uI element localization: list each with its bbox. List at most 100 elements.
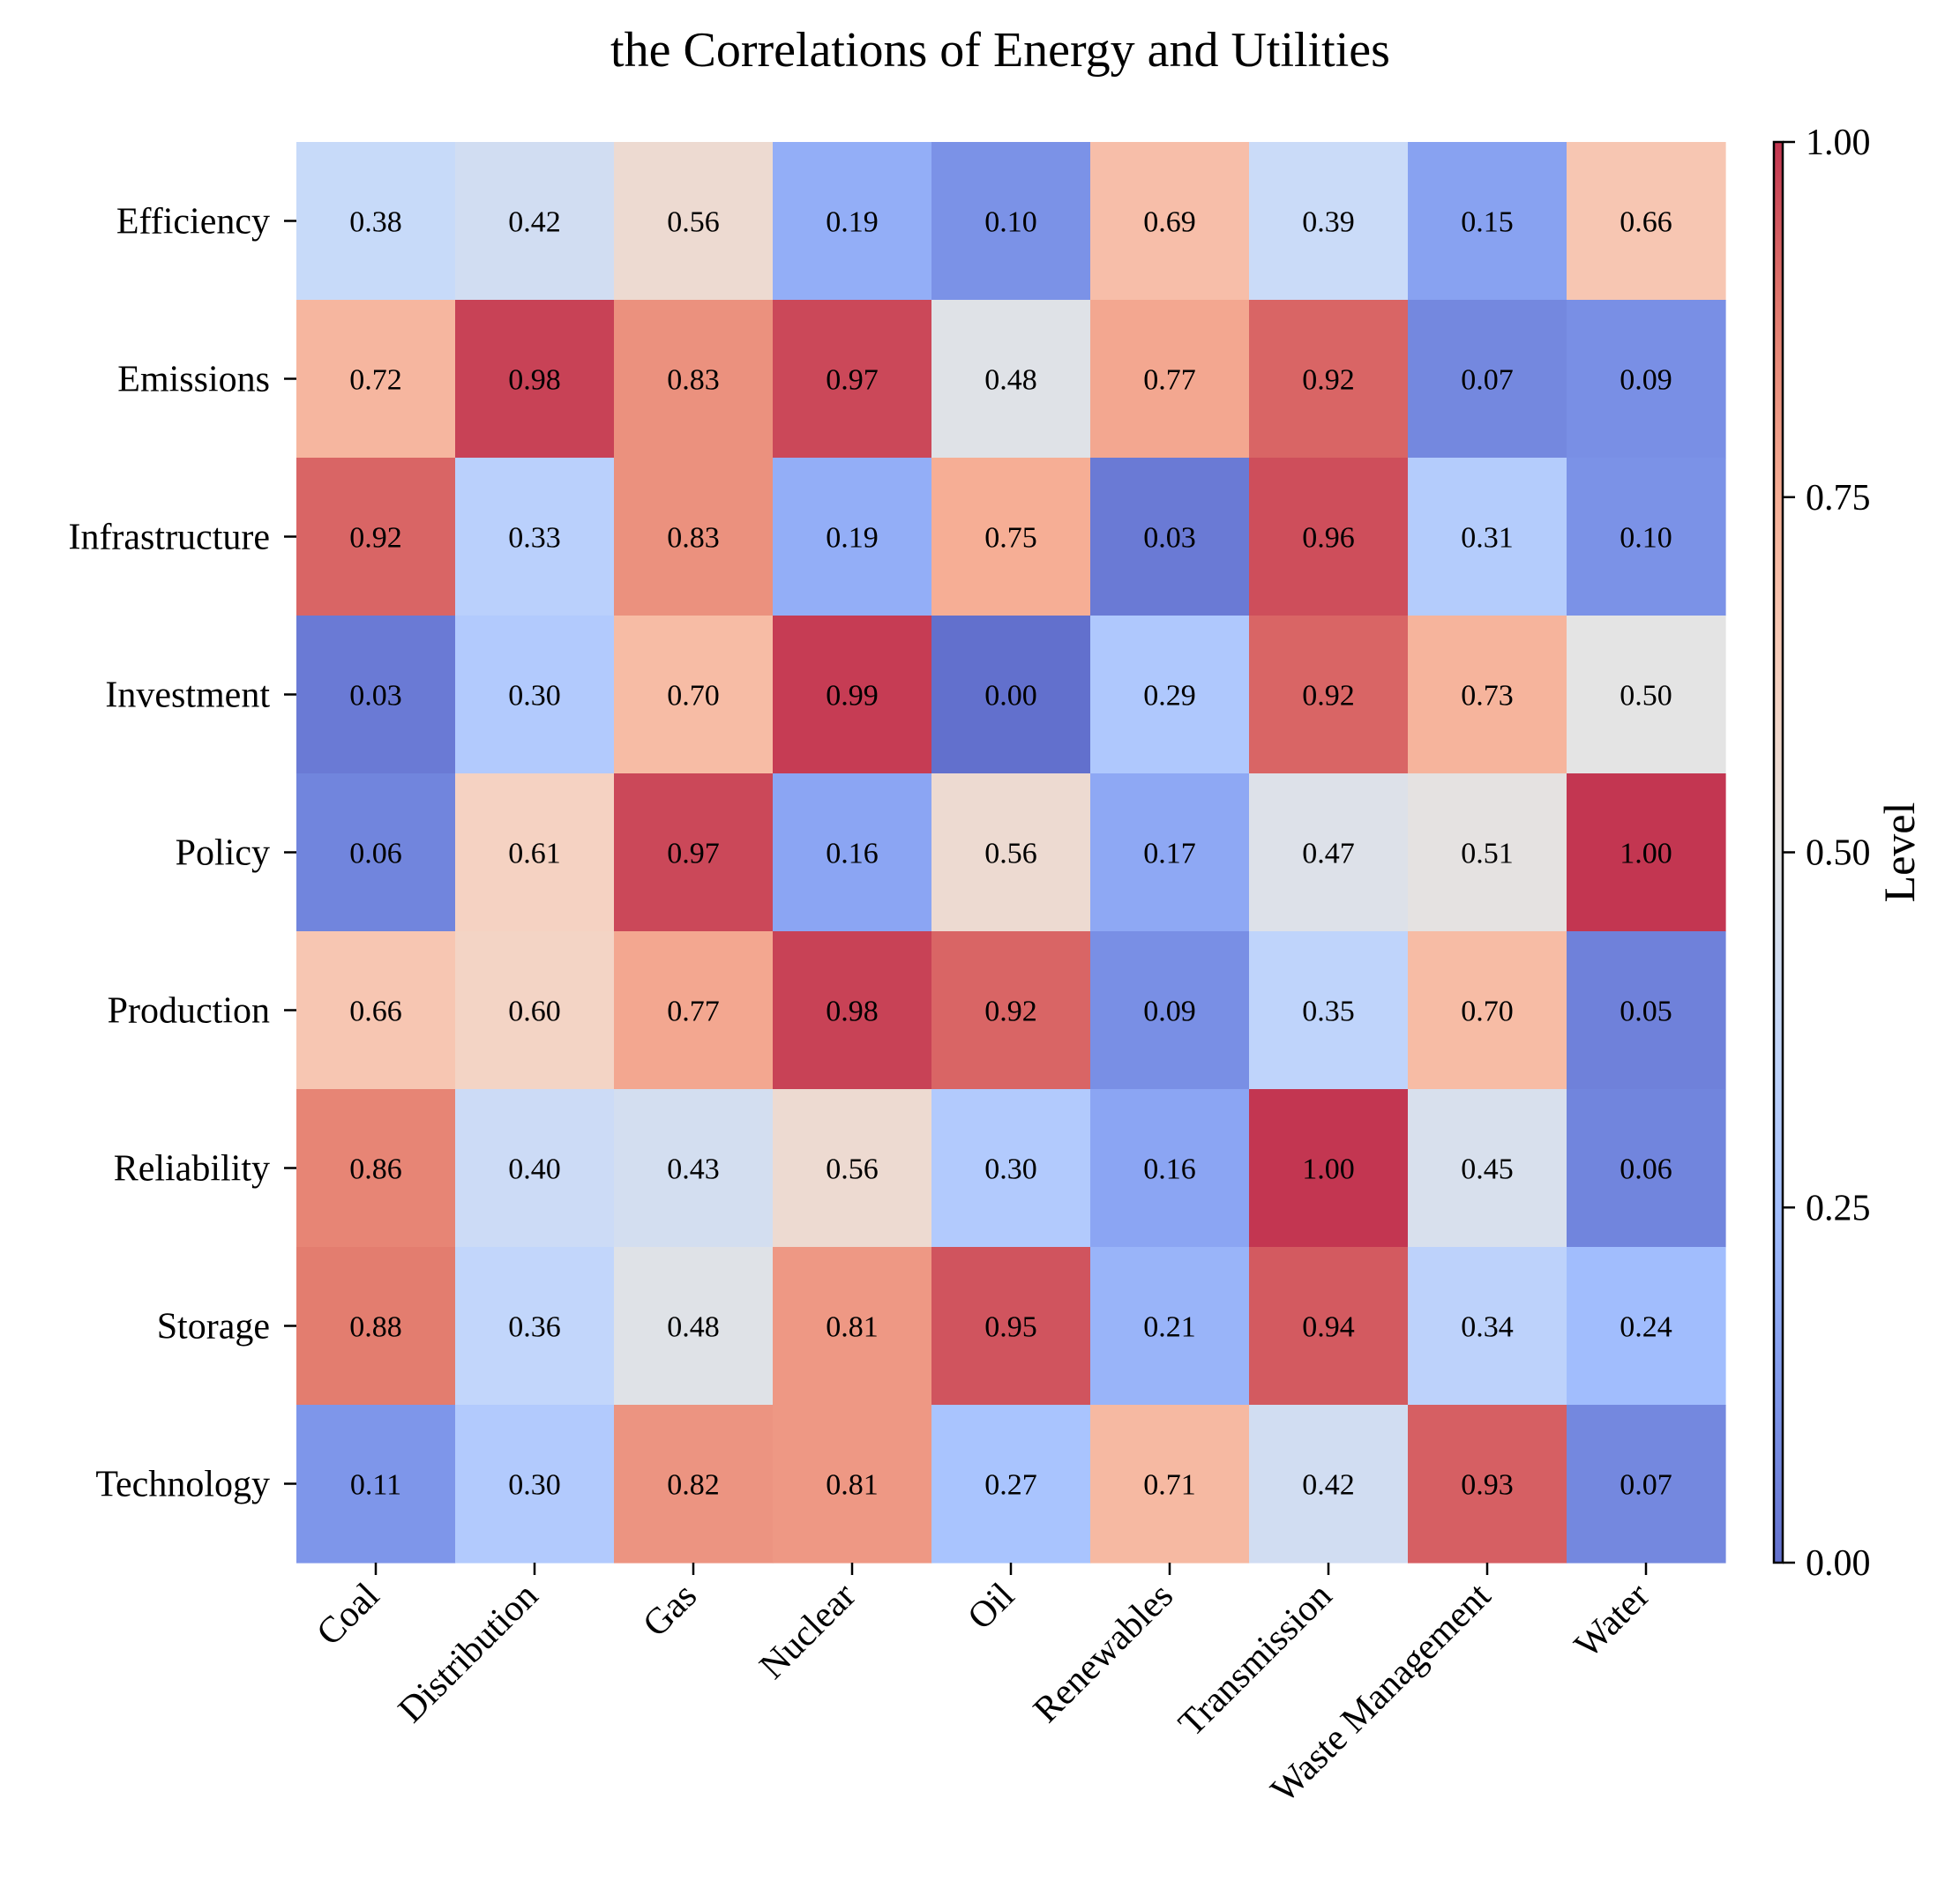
heatmap-cell — [1249, 1247, 1409, 1406]
heatmap-cell — [773, 1247, 932, 1406]
cell-annotations: 0.38 0.42 0.56 0.19 0.10 0.69 0.39 0.15 0.66 0.72… — [349, 206, 1672, 1502]
cell-value-label: 0.16 — [1143, 1153, 1196, 1186]
cell-value-label: 0.33 — [508, 522, 561, 555]
cell-value-label: 0.98 — [508, 364, 561, 397]
y-tick-label: Policy — [176, 833, 270, 874]
heatmap-cell — [1090, 1089, 1250, 1248]
cell-value-label: 0.06 — [1620, 1153, 1672, 1186]
cell-value-label: 0.30 — [508, 680, 561, 713]
heatmap-cell — [455, 773, 615, 932]
cell-value-label: 0.35 — [1302, 996, 1355, 1028]
heatmap-cell — [296, 458, 456, 616]
heatmap-cell — [455, 931, 615, 1090]
cell-value-label: 0.71 — [1143, 1469, 1196, 1502]
cell-value-label: 0.29 — [1143, 680, 1196, 713]
cell-value-label: 0.39 — [1302, 206, 1355, 239]
y-tick-label: Production — [108, 991, 270, 1032]
cell-value-label: 0.99 — [826, 680, 879, 713]
heatmap-cell — [1090, 1405, 1250, 1564]
cell-value-label: 0.75 — [984, 522, 1037, 555]
heatmap-cell — [296, 300, 456, 459]
heatmap-cell — [1249, 616, 1409, 774]
colorbar-tick-label: 0.00 — [1806, 1543, 1871, 1584]
heatmap-cell — [1408, 1089, 1567, 1248]
heatmap-cell — [931, 773, 1091, 932]
heatmap-cell — [773, 1405, 932, 1564]
heatmap-cell — [1567, 931, 1726, 1090]
heatmap-cell — [1249, 931, 1409, 1090]
cell-value-label: 0.83 — [667, 364, 720, 397]
heatmap-cell — [1090, 142, 1250, 301]
heatmap-cells — [296, 142, 1726, 1564]
colorbar-label: Level — [1874, 802, 1924, 903]
x-tick-label: Nuclear — [752, 1576, 864, 1688]
heatmap-cell — [931, 616, 1091, 774]
cell-value-label: 0.92 — [1302, 680, 1355, 713]
colorbar-tick-label: 1.00 — [1806, 123, 1871, 163]
cell-value-label: 0.69 — [1143, 206, 1196, 239]
heatmap-cell — [1408, 931, 1567, 1090]
x-tick-label: Renewables — [1026, 1576, 1181, 1731]
heatmap-cell — [296, 1247, 456, 1406]
cell-value-label: 0.15 — [1461, 206, 1514, 239]
cell-value-label: 0.03 — [349, 680, 402, 713]
cell-value-label: 0.82 — [667, 1469, 720, 1502]
cell-value-label: 0.70 — [667, 680, 720, 713]
heatmap-cell — [614, 1405, 774, 1564]
heatmap-cell — [455, 1089, 615, 1248]
cell-value-label: 0.56 — [984, 838, 1037, 870]
heatmap-cell — [1249, 300, 1409, 459]
heatmap-cell — [1567, 300, 1726, 459]
cell-value-label: 0.81 — [826, 1311, 879, 1344]
y-tick-label: Infrastructure — [68, 518, 270, 558]
cell-value-label: 0.56 — [826, 1153, 879, 1186]
heatmap-cell — [614, 300, 774, 459]
colorbar-tick-label: 0.75 — [1806, 478, 1871, 519]
cell-value-label: 0.09 — [1620, 364, 1672, 397]
cell-value-label: 0.38 — [349, 206, 402, 239]
heatmap-cell — [1408, 142, 1567, 301]
y-tick-label: Reliability — [114, 1149, 270, 1190]
heatmap-cell — [773, 931, 932, 1090]
cell-value-label: 0.92 — [349, 522, 402, 555]
colorbar-tick-label: 0.25 — [1806, 1188, 1871, 1228]
heatmap-cell — [931, 300, 1091, 459]
cell-value-label: 0.72 — [349, 364, 402, 397]
cell-value-label: 0.31 — [1461, 522, 1514, 555]
cell-value-label: 0.77 — [1143, 364, 1196, 397]
cell-value-label: 0.70 — [1461, 996, 1514, 1028]
heatmap-cell — [1090, 300, 1250, 459]
x-axis: Coal Distribution Gas Nuclear Oil RenewablesT… — [309, 1563, 1657, 1810]
cell-value-label: 0.48 — [667, 1311, 720, 1344]
heatmap-cell — [931, 1089, 1091, 1248]
cell-value-label: 0.92 — [984, 996, 1037, 1028]
cell-value-label: 0.34 — [1461, 1311, 1514, 1344]
cell-value-label: 0.61 — [508, 838, 561, 870]
heatmap-cell — [1249, 773, 1409, 932]
heatmap-cell — [455, 616, 615, 774]
cell-value-label: 0.92 — [1302, 364, 1355, 397]
heatmap-cell — [1408, 616, 1567, 774]
cell-value-label: 0.88 — [349, 1311, 402, 1344]
heatmap-cell — [773, 142, 932, 301]
cell-value-label: 0.07 — [1461, 364, 1514, 397]
heatmap-cell — [1408, 1405, 1567, 1564]
heatmap-cell — [614, 142, 774, 301]
heatmap-cell — [455, 458, 615, 616]
cell-value-label: 0.42 — [508, 206, 561, 239]
cell-value-label: 0.10 — [984, 206, 1037, 239]
cell-value-label: 0.21 — [1143, 1311, 1196, 1344]
heatmap-cell — [931, 1405, 1091, 1564]
heatmap-cell — [1567, 1247, 1726, 1406]
heatmap-cell — [296, 1405, 456, 1564]
cell-value-label: 0.95 — [984, 1311, 1037, 1344]
cell-value-label: 0.66 — [349, 996, 402, 1028]
cell-value-label: 0.47 — [1302, 838, 1355, 870]
cell-value-label: 1.00 — [1302, 1153, 1355, 1186]
heatmap-cell — [614, 1089, 774, 1248]
heatmap-cell — [1249, 1405, 1409, 1564]
cell-value-label: 0.19 — [826, 206, 879, 239]
x-tick-label: Water — [1567, 1576, 1657, 1667]
cell-value-label: 0.03 — [1143, 522, 1196, 555]
